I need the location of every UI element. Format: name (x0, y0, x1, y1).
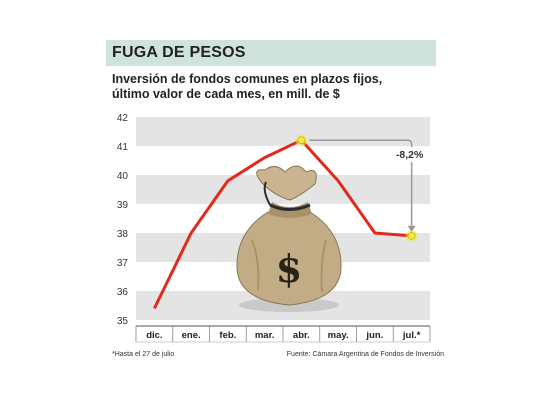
source-note: Fuente: Cámara Argentina de Fondos de In… (286, 351, 444, 358)
x-tick-label: feb. (219, 330, 236, 341)
series-lines (153, 138, 412, 310)
x-tick-label: jun. (365, 330, 383, 341)
subtitle-line-1: Inversión de fondos comunes en plazos fi… (112, 72, 383, 86)
svg-text:$: $ (276, 246, 302, 291)
x-tick-label: ene. (182, 330, 201, 341)
chart-title: FUGA DE PESOS (112, 44, 246, 61)
y-tick-label: 37 (117, 258, 129, 269)
x-tick-label: may. (328, 330, 349, 341)
subtitle-line-2: último valor de cada mes, en mill. de $ (112, 87, 340, 101)
y-tick-label: 36 (117, 287, 129, 298)
highlight-point (407, 231, 416, 240)
money-bag-icon: $ (236, 165, 342, 312)
chart-subtitle: Inversión de fondos comunes en plazos fi… (112, 72, 432, 102)
y-tick-label: 42 (117, 113, 129, 124)
x-tick-label: abr. (293, 330, 310, 341)
footnote: *Hasta el 27 de julio (112, 351, 175, 358)
y-tick-label: 40 (117, 171, 129, 182)
highlight-point (297, 136, 306, 145)
title-bar (106, 40, 436, 66)
y-axis-ticks: 35 36 37 38 39 40 41 42 (117, 113, 129, 327)
y-tick-label: 39 (117, 200, 129, 211)
annotation-label-bg (387, 147, 432, 163)
x-tick-label: jul.* (402, 330, 421, 341)
x-axis: dic. ene. feb. mar. abr. may. jun. jul.* (135, 325, 431, 343)
annotation-arrow (309, 139, 413, 227)
annotation-label: -8,2% (396, 149, 424, 161)
highlight-markers (295, 134, 418, 242)
y-tick-label: 35 (117, 316, 129, 327)
y-tick-label: 38 (117, 229, 129, 240)
x-tick-label: dic. (146, 330, 162, 341)
annotation-arrowhead (407, 225, 416, 232)
y-tick-label: 41 (117, 142, 129, 153)
change-annotation: -8,2% (309, 139, 432, 232)
grid-band (136, 117, 430, 146)
series-line (153, 138, 412, 310)
x-tick-label: mar. (255, 330, 275, 341)
